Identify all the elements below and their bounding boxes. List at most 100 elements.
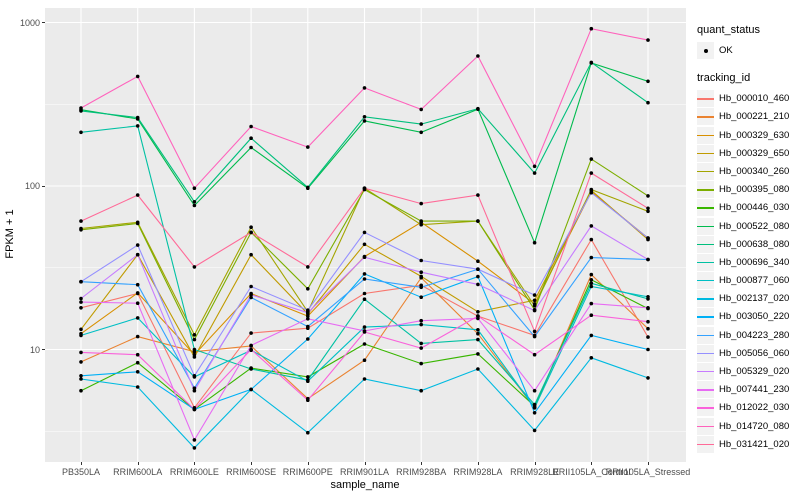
data-point	[532, 164, 537, 169]
line-swatch-icon	[697, 435, 714, 453]
legend-item-label: Hb_004223_280	[719, 329, 790, 341]
legend: quant_status OK tracking_id Hb_000010_46…	[697, 24, 799, 454]
data-point	[419, 341, 424, 346]
line-swatch-icon	[697, 326, 714, 344]
data-point	[362, 115, 367, 119]
legend-item-Hb_005329_020: Hb_005329_020	[697, 363, 799, 380]
data-point	[135, 282, 140, 287]
legend-item-label: Hb_000329_630	[719, 129, 790, 141]
data-point	[306, 145, 310, 149]
data-point	[476, 193, 480, 197]
data-point	[589, 333, 594, 338]
data-point	[532, 388, 537, 393]
data-point	[589, 278, 594, 282]
line-swatch-icon	[697, 308, 714, 326]
data-point	[249, 145, 253, 150]
legend-item-Hb_000329_650: Hb_000329_650	[697, 144, 799, 162]
x-tick-label: RRIM600LE	[169, 467, 219, 477]
data-point	[362, 342, 367, 346]
data-point	[646, 335, 650, 339]
legend-item-label: Hb_000696_340	[719, 256, 790, 268]
legend-item-label: Hb_014720_080	[719, 420, 790, 432]
data-point	[249, 295, 253, 300]
data-point	[362, 272, 367, 276]
data-point	[135, 252, 140, 257]
data-point	[79, 388, 83, 393]
data-point	[419, 107, 424, 112]
legend-item-Hb_000395_080: Hb_000395_080	[697, 181, 799, 199]
data-point	[646, 209, 650, 214]
data-point	[135, 243, 140, 247]
data-point	[589, 224, 594, 228]
data-point	[589, 26, 594, 31]
line-swatch-icon	[697, 363, 714, 380]
legend-item-label: Hb_000221_210	[719, 111, 790, 123]
line-swatch-icon	[697, 381, 714, 399]
data-point	[476, 328, 480, 332]
line-swatch-icon	[697, 144, 714, 162]
x-tick-label: RRIM901LA	[339, 467, 390, 477]
data-point	[362, 242, 367, 247]
x-tick-mark	[251, 462, 253, 465]
data-point	[532, 329, 537, 334]
data-point	[249, 230, 253, 235]
legend-item-Hb_012022_030: Hb_012022_030	[697, 399, 799, 417]
x-axis-title: sample_name	[330, 479, 400, 491]
data-point	[362, 119, 367, 123]
data-point	[476, 282, 480, 287]
data-point	[532, 428, 537, 433]
data-point	[476, 331, 480, 336]
data-point	[646, 257, 650, 262]
legend-item-label: Hb_000877_060	[719, 275, 790, 287]
legend-item-Hb_000010_460: Hb_000010_460	[697, 90, 799, 108]
data-point	[135, 360, 140, 365]
data-point	[249, 347, 253, 352]
data-point	[419, 219, 424, 223]
legend-item-Hb_004223_280: Hb_004223_280	[697, 326, 799, 344]
data-point	[135, 385, 140, 389]
data-point	[192, 374, 197, 378]
x-tick-mark	[137, 462, 139, 465]
line-swatch-icon	[697, 181, 714, 199]
data-point	[249, 387, 253, 392]
line-swatch-icon	[697, 290, 714, 308]
legend-item-Hb_000696_340: Hb_000696_340	[697, 253, 799, 271]
legend-item-Hb_000329_630: Hb_000329_630	[697, 126, 799, 144]
legend-item-label: Hb_000522_080	[719, 220, 790, 232]
data-point	[249, 252, 253, 257]
data-point	[646, 194, 650, 198]
data-point	[419, 270, 424, 275]
data-point	[476, 314, 480, 318]
x-tick-label: RRIM600PE	[282, 467, 333, 477]
data-point	[135, 316, 140, 320]
legend-title-tracking-id: tracking_id	[697, 72, 751, 85]
x-tick-label: RRII105LA_Control	[552, 467, 631, 477]
legend-item-Hb_007441_230: Hb_007441_230	[697, 381, 799, 399]
data-point	[646, 376, 650, 380]
data-point	[79, 300, 83, 304]
data-point	[192, 347, 197, 352]
x-tick-mark	[534, 462, 536, 465]
data-point	[362, 277, 367, 281]
data-point	[306, 337, 310, 341]
data-point	[589, 187, 594, 192]
data-point	[306, 317, 310, 321]
y-tick-mark	[42, 349, 45, 350]
point-marker-icon	[697, 42, 714, 59]
data-point	[362, 297, 367, 302]
data-point	[192, 386, 197, 391]
data-point	[362, 358, 367, 363]
data-point	[589, 157, 594, 161]
data-point	[589, 255, 594, 260]
legend-item-label: Hb_000329_650	[719, 147, 790, 159]
data-point	[362, 377, 367, 381]
x-tick-mark	[194, 462, 196, 465]
data-point	[646, 79, 650, 84]
legend-title-quant-status: quant_status	[697, 24, 760, 36]
legend-item-label: Hb_000395_080	[719, 184, 790, 196]
data-point	[646, 236, 650, 240]
data-point	[79, 279, 83, 284]
data-point	[476, 54, 480, 58]
data-point	[135, 370, 140, 374]
plot-svg	[45, 8, 686, 462]
